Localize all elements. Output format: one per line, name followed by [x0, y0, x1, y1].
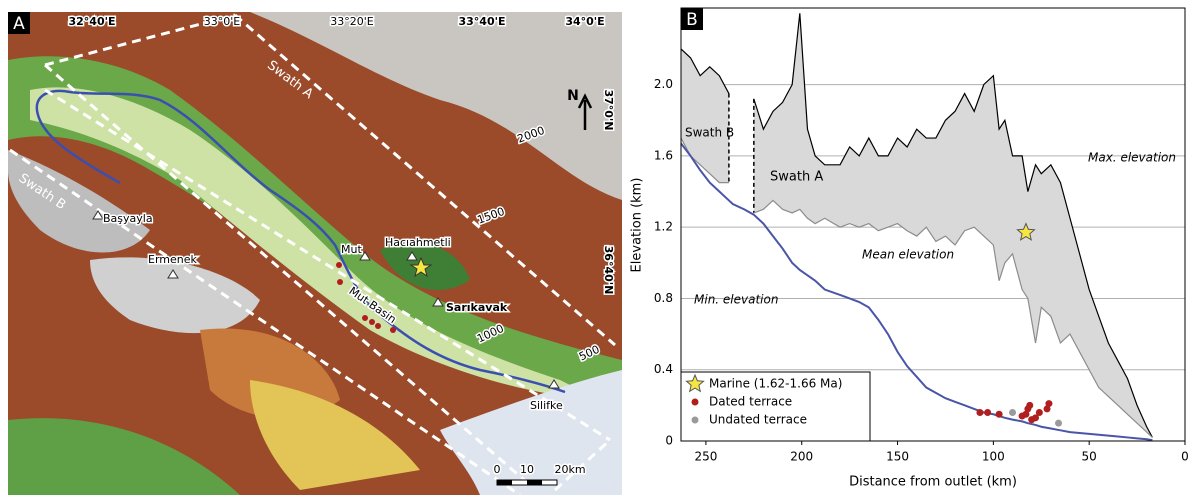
- y-axis-label: Elevation (km): [630, 178, 645, 273]
- series-label: Max. elevation: [1088, 151, 1176, 165]
- y-tick-label: 1.2: [654, 220, 673, 234]
- lon-label: 33°0'E: [204, 15, 241, 28]
- panel-label: B: [686, 10, 698, 30]
- point-marker: [984, 409, 991, 416]
- scale-label: 0: [494, 463, 501, 476]
- x-tick-label: 100: [982, 450, 1005, 464]
- lon-label: 32°40'E: [69, 15, 116, 28]
- x-tick-label: 200: [790, 450, 813, 464]
- annotation: Swath A: [770, 170, 823, 185]
- x-axis-label: Distance from outlet (km): [849, 475, 1017, 490]
- x-tick-label: 250: [694, 450, 717, 464]
- point-marker: [1026, 402, 1033, 409]
- lon-label: 34°0'E: [565, 15, 604, 28]
- y-tick-label: 0.4: [654, 362, 673, 376]
- x-tick-label: 50: [1082, 450, 1097, 464]
- place-label: Ermenek: [148, 253, 198, 266]
- point-marker: [692, 399, 699, 406]
- point-marker: [976, 409, 983, 416]
- annotation: Swath B: [685, 126, 734, 140]
- y-tick-label: 2.0: [654, 77, 673, 91]
- point-marker: [1045, 400, 1052, 407]
- x-tick-label: 150: [886, 450, 909, 464]
- y-tick-label: 1.6: [654, 148, 673, 162]
- lat-label: 36°40'N: [602, 246, 615, 295]
- point-marker: [1009, 409, 1016, 416]
- series-label: Mean elevation: [862, 248, 954, 262]
- lat-label: 37°0'N: [602, 89, 615, 130]
- figure: A 32°40'E 33°0'E 33°20'E 33°40'E 34°0'E …: [0, 0, 1197, 497]
- place-label: Sarıkavak: [446, 301, 508, 314]
- point-marker: [692, 417, 699, 424]
- y-tick-label: 0.8: [654, 291, 673, 305]
- series-label: Min. elevation: [694, 293, 778, 307]
- place-label: Hacıahmetli: [385, 236, 451, 249]
- place-label: Mut: [341, 243, 362, 256]
- lon-label: 33°20'E: [330, 15, 374, 28]
- point-marker: [996, 411, 1003, 418]
- x-tick-label: 0: [1181, 450, 1189, 464]
- place-label: Silifke: [530, 399, 563, 412]
- y-tick-label: 0: [665, 434, 673, 448]
- point-marker: [1036, 409, 1043, 416]
- legend-label: Undated terrace: [709, 413, 807, 427]
- place-label: Başyayla: [103, 212, 153, 225]
- scale-label: 20km: [554, 463, 585, 476]
- legend-label: Dated terrace: [709, 395, 792, 409]
- north-label: N: [567, 88, 579, 104]
- point-marker: [1055, 420, 1062, 427]
- scale-label: 10: [520, 463, 534, 476]
- scale-bar: [497, 480, 557, 485]
- legend-label: Marine (1.62-1.66 Ma): [709, 377, 842, 391]
- lon-label: 33°40'E: [459, 15, 506, 28]
- panel-label: A: [13, 14, 25, 34]
- map: A 32°40'E 33°0'E 33°20'E 33°40'E 34°0'E …: [8, 12, 622, 495]
